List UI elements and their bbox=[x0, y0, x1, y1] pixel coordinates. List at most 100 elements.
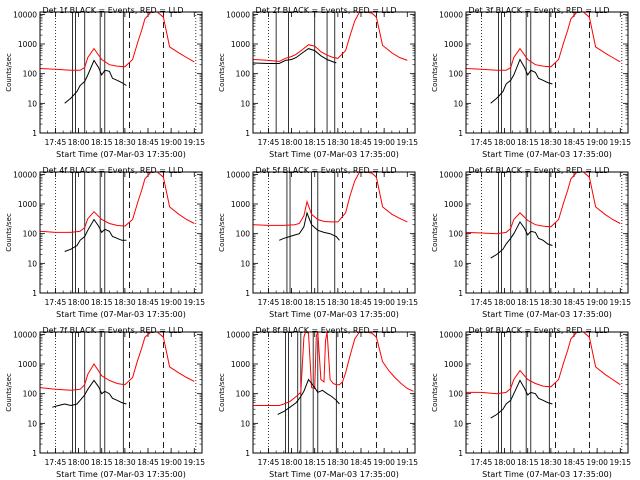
panel-7-ytick-label: 10 bbox=[27, 419, 37, 428]
panel-4-ytick-label: 1 bbox=[32, 289, 37, 298]
panel-1-xtick-label: 18:45 bbox=[137, 138, 159, 147]
panel-5-plot-area bbox=[253, 172, 408, 293]
panel-8-ylabel: Counts/sec bbox=[218, 373, 226, 412]
panel-3-title: Det 3f BLACK = Events, RED = LLD bbox=[468, 6, 609, 15]
panel-7-xtick-label: 18:15 bbox=[91, 458, 113, 467]
panel-8-xlabel: Start Time (07-Mar-03 17:35:00) bbox=[269, 470, 399, 479]
panel-4-plot-area bbox=[40, 172, 197, 293]
panel-2-xtick-label: 18:30 bbox=[327, 138, 349, 147]
panel-9-series-events bbox=[490, 379, 553, 419]
panel-9-xtick-label: 17:45 bbox=[471, 458, 493, 467]
panel-8-series-events bbox=[277, 378, 340, 415]
panel-6-ylabel: Counts/sec bbox=[431, 213, 439, 252]
panel-4-xtick-label: 17:45 bbox=[45, 298, 67, 307]
panel-6-xlabel: Start Time (07-Mar-03 17:35:00) bbox=[482, 310, 612, 319]
panel-5: Det 5f BLACK = Events, RED = LLD Start Ti… bbox=[218, 166, 418, 319]
panel-9-series-lld bbox=[466, 332, 621, 395]
panel-5-xtick-label: 18:45 bbox=[350, 298, 372, 307]
panel-1-title: Det 1f BLACK = Events, RED = LLD bbox=[42, 6, 183, 15]
panel-9-ytick-label: 10 bbox=[453, 419, 463, 428]
panel-6-series-lld bbox=[466, 172, 621, 235]
panel-7-xtick-label: 18:45 bbox=[137, 458, 159, 467]
panel-7-xtick-label: 17:45 bbox=[45, 458, 67, 467]
panel-2-plot-area bbox=[253, 12, 408, 133]
panel-2-ytick-label: 10000 bbox=[226, 10, 250, 19]
panel-5-xtick-label: 18:15 bbox=[304, 298, 326, 307]
panel-7-xtick-label: 19:15 bbox=[183, 458, 205, 467]
panel-4-ytick-label: 10000 bbox=[13, 170, 37, 179]
panel-8-xtick-label: 18:00 bbox=[281, 458, 303, 467]
panel-6-plot-area bbox=[466, 172, 623, 293]
panel-2-xtick-label: 17:45 bbox=[258, 138, 280, 147]
panel-2-xtick-label: 18:00 bbox=[281, 138, 303, 147]
panel-4-series-events bbox=[64, 218, 127, 252]
panel-3-xtick-label: 19:15 bbox=[609, 138, 631, 147]
panel-8-frame bbox=[252, 331, 416, 454]
panel-3-frame bbox=[465, 11, 629, 134]
panel-6-xtick-label: 18:00 bbox=[494, 298, 516, 307]
panel-3-ytick-label: 100 bbox=[449, 70, 464, 79]
panel-4-title: Det 4f BLACK = Events, RED = LLD bbox=[42, 166, 183, 175]
panel-2-xtick-label: 19:00 bbox=[373, 138, 395, 147]
panel-1-plot-area bbox=[40, 12, 197, 133]
panel-1-xtick-label: 19:00 bbox=[160, 138, 182, 147]
panel-3-xtick-label: 19:00 bbox=[586, 138, 608, 147]
panel-8-xtick-label: 18:15 bbox=[304, 458, 326, 467]
panel-9-xtick-label: 18:00 bbox=[494, 458, 516, 467]
panel-8-ytick-label: 1 bbox=[245, 449, 250, 458]
panel-7-ytick-label: 10000 bbox=[13, 330, 37, 339]
panel-4-xtick-label: 18:00 bbox=[68, 298, 90, 307]
panel-5-ytick-label: 10000 bbox=[226, 170, 250, 179]
panel-4-frame bbox=[39, 171, 203, 294]
panel-9-ylabel: Counts/sec bbox=[431, 373, 439, 412]
panel-9-xtick-label: 19:00 bbox=[586, 458, 608, 467]
panel-1: Det 1f BLACK = Events, RED = LLD Start Ti… bbox=[5, 6, 205, 159]
panel-2-ytick-label: 1 bbox=[245, 129, 250, 138]
panel-3-series-lld bbox=[466, 12, 621, 71]
panel-6-series-events bbox=[490, 220, 553, 259]
panel-6-ytick-label: 10 bbox=[453, 259, 463, 268]
panel-1-frame bbox=[39, 11, 203, 134]
panel-8-xtick-label: 19:15 bbox=[396, 458, 418, 467]
panel-1-series-events bbox=[64, 59, 127, 104]
panel-6-title: Det 6f BLACK = Events, RED = LLD bbox=[468, 166, 609, 175]
panel-6: Det 6f BLACK = Events, RED = LLD Start Ti… bbox=[431, 166, 631, 319]
panel-3-xtick-label: 17:45 bbox=[471, 138, 493, 147]
panel-1-ytick-label: 1000 bbox=[18, 40, 37, 49]
panel-2-ytick-label: 100 bbox=[236, 70, 251, 79]
panel-3-series-events bbox=[490, 58, 553, 104]
panel-7-frame bbox=[39, 331, 203, 454]
panel-5-frame bbox=[252, 171, 416, 294]
panel-2-xtick-label: 19:15 bbox=[396, 138, 418, 147]
panel-9-xtick-label: 18:30 bbox=[540, 458, 562, 467]
panel-3-xtick-label: 18:45 bbox=[563, 138, 585, 147]
panel-4-xtick-label: 18:45 bbox=[137, 298, 159, 307]
panel-8-title: Det 8f BLACK = Events, RED = LLD bbox=[255, 326, 396, 335]
panel-1-xtick-label: 17:45 bbox=[45, 138, 67, 147]
panel-3-ylabel: Counts/sec bbox=[431, 53, 439, 92]
panel-1-xtick-label: 19:15 bbox=[183, 138, 205, 147]
panel-7-ytick-label: 1 bbox=[32, 449, 37, 458]
panel-5-xtick-label: 19:15 bbox=[396, 298, 418, 307]
panel-1-ytick-label: 100 bbox=[23, 70, 38, 79]
panel-3: Det 3f BLACK = Events, RED = LLD Start Ti… bbox=[431, 6, 631, 159]
panel-8-ytick-label: 100 bbox=[236, 390, 251, 399]
panel-5-series-lld bbox=[253, 172, 408, 226]
panel-4-xtick-label: 19:15 bbox=[183, 298, 205, 307]
panel-3-ytick-label: 10 bbox=[453, 99, 463, 108]
panel-2: Det 2f BLACK = Events, RED = LLD Start Ti… bbox=[218, 6, 418, 159]
panel-7-title: Det 7f BLACK = Events, RED = LLD bbox=[42, 326, 183, 335]
panel-5-xlabel: Start Time (07-Mar-03 17:35:00) bbox=[269, 310, 399, 319]
panel-9-xtick-label: 18:45 bbox=[563, 458, 585, 467]
panel-1-xtick-label: 18:00 bbox=[68, 138, 90, 147]
panel-2-title: Det 2f BLACK = Events, RED = LLD bbox=[255, 6, 396, 15]
panel-2-ytick-label: 1000 bbox=[231, 40, 250, 49]
panel-4: Det 4f BLACK = Events, RED = LLD Start Ti… bbox=[5, 166, 205, 319]
panel-2-xtick-label: 18:15 bbox=[304, 138, 326, 147]
panel-5-xtick-label: 18:00 bbox=[281, 298, 303, 307]
panel-4-series-lld bbox=[40, 172, 195, 233]
panel-5-xtick-label: 17:45 bbox=[258, 298, 280, 307]
panel-6-ytick-label: 1 bbox=[458, 289, 463, 298]
panel-9-xtick-label: 19:15 bbox=[609, 458, 631, 467]
panel-5-ytick-label: 1 bbox=[245, 289, 250, 298]
